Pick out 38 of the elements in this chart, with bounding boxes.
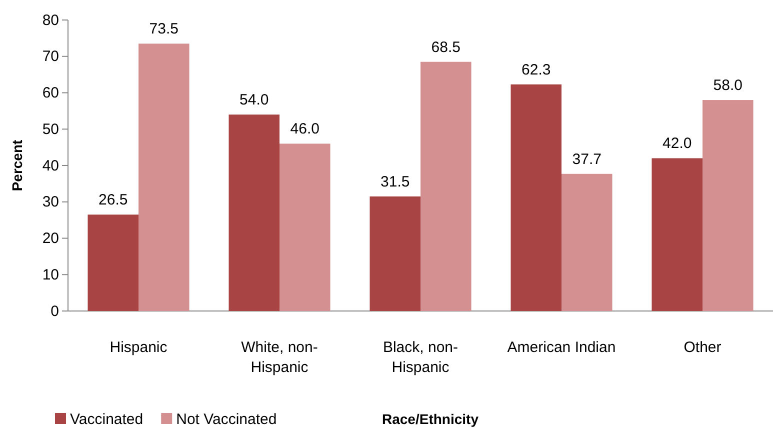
y-tick-label: 60 [42,84,59,102]
bar [280,144,330,311]
data-label: 58.0 [713,77,742,94]
data-label: 54.0 [240,92,269,109]
bar [88,214,138,311]
bar [702,100,754,311]
bar [138,44,190,311]
y-tick-label: 80 [42,12,59,29]
legend-label: Not Vaccinated [176,411,277,428]
data-label: 73.5 [149,20,178,38]
bar [562,174,612,311]
data-label: 37.7 [572,150,602,168]
bar [652,158,702,311]
y-tick-label: 30 [42,194,59,211]
data-label: 68.5 [431,38,460,56]
y-tick-label: 50 [42,120,59,138]
data-label: 42.0 [662,135,692,152]
x-tick-label: Other [684,339,722,356]
x-tick-label: American Indian [507,339,616,356]
x-tick-label: Black, non-Hispanic [382,339,458,376]
y-tick-label: 70 [42,48,59,66]
x-tick-label: White, non-Hispanic [241,339,318,376]
data-label: 31.5 [380,173,410,190]
data-label: 62.3 [522,61,551,78]
data-label: 26.5 [98,192,128,209]
y-tick-label: 40 [42,157,59,174]
x-tick-label: Hispanic [110,339,168,356]
data-label: 46.0 [290,120,320,138]
y-tick-label: 10 [42,266,59,284]
y-tick-label: 20 [42,230,59,248]
y-axis-title: Percent [9,139,25,192]
bar [420,62,472,311]
x-axis-title: Race/Ethnicity [382,411,479,427]
y-tick-label: 0 [50,302,59,320]
bar [228,114,280,311]
bar [370,196,420,311]
bar [510,84,562,311]
legend-label: Vaccinated [70,411,144,428]
